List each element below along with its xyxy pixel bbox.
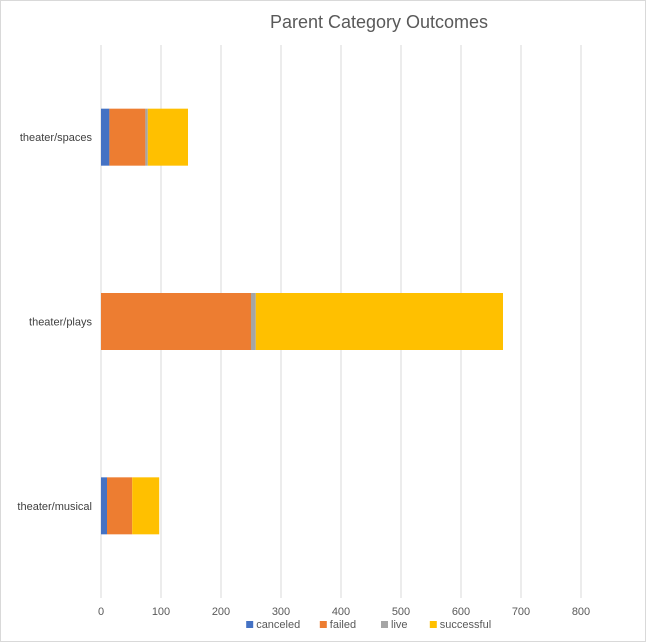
bar-segment-successful [147, 108, 188, 166]
legend: canceled failed live successful [246, 619, 491, 631]
x-tick-label: 300 [272, 606, 290, 618]
x-tick-label: 800 [572, 606, 590, 618]
bar-segment-successful [255, 293, 503, 350]
category-axis: theater/spaces theater/plays theater/music… [17, 132, 92, 513]
category-label: theater/spaces [20, 132, 93, 144]
bar-segment-canceled [101, 477, 107, 535]
category-label: theater/musical [17, 501, 92, 513]
bar-segment-failed [107, 477, 133, 535]
bars [101, 108, 503, 535]
x-tick-label: 700 [512, 606, 530, 618]
bar-segment-failed [101, 293, 251, 350]
legend-swatch-failed [319, 621, 327, 628]
legend-label: live [391, 619, 408, 631]
bar-segment-live [251, 293, 256, 350]
category-label: theater/plays [29, 317, 92, 329]
x-tick-label: 0 [98, 606, 104, 618]
value-axis: 0 100 200 300 400 500 600 700 800 [98, 606, 590, 618]
bar-segment-successful [132, 477, 160, 535]
legend-swatch-successful [429, 621, 437, 628]
bar-segment-canceled [101, 108, 110, 166]
legend-label: canceled [256, 619, 300, 631]
chart-title: Parent Category Outcomes [270, 12, 488, 32]
x-tick-label: 600 [452, 606, 470, 618]
bar-segment-live [145, 108, 148, 166]
legend-swatch-canceled [246, 621, 254, 628]
x-tick-label: 400 [332, 606, 350, 618]
x-tick-label: 500 [392, 606, 410, 618]
bar-segment-failed [109, 108, 146, 166]
legend-label: failed [330, 619, 356, 631]
x-tick-label: 100 [152, 606, 170, 618]
legend-swatch-live [381, 621, 388, 628]
legend-label: successful [440, 619, 491, 631]
x-tick-label: 200 [212, 606, 230, 618]
